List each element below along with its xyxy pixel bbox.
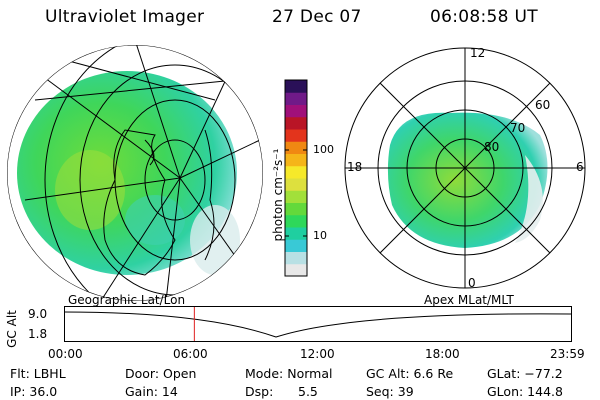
mlt-label-6: 6 (576, 160, 584, 174)
colorbar-swatch (285, 141, 307, 154)
colorbar-swatch (285, 104, 307, 118)
polar-mlt-plot (344, 47, 586, 289)
colorbar-unit-label: photon cm⁻²s⁻¹ (271, 148, 285, 242)
time-tick-2359: 23:59 (550, 347, 585, 361)
intensity-colorbar (284, 79, 308, 277)
alt-tick-low: 1.8 (28, 327, 48, 341)
mode-status: Mode: Normal (245, 366, 333, 381)
date-label: 27 Dec 07 (272, 7, 362, 27)
time-tick-0000: 00:00 (48, 347, 83, 361)
mlt-label-0: 0 (468, 276, 476, 290)
geographic-globe-image (7, 45, 263, 301)
colorbar-swatch (285, 178, 307, 191)
door-status: Door: Open (125, 366, 197, 381)
mlt-label-18: 18 (347, 160, 363, 174)
time-tick-0600: 06:00 (173, 347, 208, 361)
altitude-axis-label: GC Alt (5, 310, 19, 348)
colorbar-tick-10: 10 (313, 229, 327, 242)
time-tick-1200: 12:00 (300, 347, 335, 361)
mlt-label-12: 12 (470, 46, 486, 60)
ip-status: IP: 36.0 (10, 384, 58, 399)
glon-status: GLon: 144.8 (487, 384, 563, 399)
time-tick-1800: 18:00 (425, 347, 460, 361)
gc-alt-status: GC Alt: 6.6 Re (366, 366, 454, 381)
colorbar-swatch (285, 165, 307, 179)
mlat-label-60: 60 (535, 98, 551, 112)
colorbar-swatch (285, 129, 307, 142)
glat-status: GLat: −77.2 (487, 366, 563, 381)
colorbar-swatch (285, 153, 307, 167)
colorbar-gradient (285, 80, 307, 277)
dsp-status-label: Dsp: (245, 384, 274, 399)
colorbar-swatch (285, 190, 307, 203)
mlat-label-80: 80 (484, 140, 500, 154)
alt-tick-high: 9.0 (28, 307, 48, 321)
colorbar-swatch (285, 202, 307, 216)
apex-caption: Apex MLat/MLT (424, 293, 514, 307)
colorbar-swatch (285, 263, 307, 277)
seq-status: Seq: 39 (366, 384, 414, 399)
colorbar-swatch (285, 227, 307, 240)
colorbar-swatch (285, 251, 307, 265)
instrument-title: Ultraviolet Imager (45, 7, 205, 27)
dsp-status-value: 5.5 (298, 384, 318, 399)
mlat-label-70: 70 (510, 121, 526, 135)
gain-status: Gain: 14 (125, 384, 178, 399)
auroral-oval (387, 112, 548, 248)
colorbar-swatch (285, 214, 307, 228)
filter-status: Flt: LBHL (10, 366, 66, 381)
altitude-timeline-plot (64, 306, 572, 342)
geographic-caption: Geographic Lat/Lon (68, 293, 186, 307)
colorbar-swatch (285, 239, 307, 252)
altitude-curve (64, 311, 572, 338)
time-label: 06:08:58 UT (430, 7, 538, 27)
colorbar-tick-100: 100 (313, 143, 334, 156)
colorbar-swatch (285, 116, 307, 130)
colorbar-swatch (285, 80, 307, 93)
colorbar-swatch (285, 92, 307, 105)
